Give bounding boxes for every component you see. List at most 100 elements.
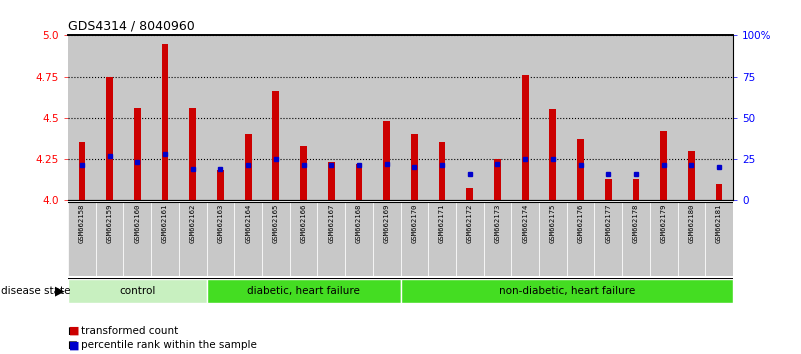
Bar [594, 35, 622, 200]
Text: GSM662161: GSM662161 [162, 204, 168, 244]
Bar [622, 35, 650, 200]
Bar [549, 109, 556, 200]
Bar [68, 279, 207, 303]
Text: GSM662174: GSM662174 [522, 204, 528, 244]
Bar [262, 35, 290, 200]
Text: ▶: ▶ [55, 285, 65, 298]
Bar [207, 202, 235, 276]
Bar [484, 202, 511, 276]
Bar [650, 202, 678, 276]
Bar [96, 202, 123, 276]
Bar [383, 121, 390, 200]
Text: GSM662171: GSM662171 [439, 204, 445, 244]
Bar [300, 146, 307, 200]
Bar [290, 35, 317, 200]
Bar [290, 202, 317, 276]
Bar [189, 108, 196, 200]
Text: non-diabetic, heart failure: non-diabetic, heart failure [498, 286, 635, 296]
Bar [622, 202, 650, 276]
Bar [151, 35, 179, 200]
Bar [439, 142, 445, 200]
Text: GSM662164: GSM662164 [245, 204, 252, 244]
Bar [633, 179, 639, 200]
Text: GDS4314 / 8040960: GDS4314 / 8040960 [68, 20, 195, 33]
Bar [511, 202, 539, 276]
Bar [134, 108, 141, 200]
Text: GSM662165: GSM662165 [273, 204, 279, 244]
Text: ■: ■ [69, 326, 79, 336]
Text: GSM662167: GSM662167 [328, 204, 334, 244]
Bar [511, 35, 539, 200]
Text: GSM662181: GSM662181 [716, 204, 722, 244]
Bar [456, 35, 484, 200]
Text: GSM662169: GSM662169 [384, 204, 389, 244]
Bar [107, 76, 113, 200]
Bar [345, 35, 372, 200]
Text: GSM662158: GSM662158 [79, 204, 85, 244]
Bar [411, 134, 418, 200]
Bar [678, 202, 705, 276]
Text: ■: ■ [69, 340, 79, 350]
Text: GSM662175: GSM662175 [549, 204, 556, 244]
Text: GSM662168: GSM662168 [356, 204, 362, 244]
Text: GSM662179: GSM662179 [661, 204, 666, 244]
Bar [123, 202, 151, 276]
Text: GSM662163: GSM662163 [217, 204, 223, 244]
Bar [162, 44, 168, 200]
Bar [456, 202, 484, 276]
Bar [217, 170, 223, 200]
Bar [594, 202, 622, 276]
Text: GSM662166: GSM662166 [300, 204, 307, 244]
Text: GSM662160: GSM662160 [135, 204, 140, 244]
Bar [567, 202, 594, 276]
Bar [272, 91, 280, 200]
Text: GSM662178: GSM662178 [633, 204, 639, 244]
Bar [539, 35, 567, 200]
Bar [235, 202, 262, 276]
Bar [429, 202, 456, 276]
Bar [356, 164, 362, 200]
Bar [539, 202, 567, 276]
Text: GSM662176: GSM662176 [578, 204, 584, 244]
Bar [660, 131, 667, 200]
Bar [705, 35, 733, 200]
Text: GSM662159: GSM662159 [107, 204, 113, 244]
Bar [68, 35, 96, 200]
Bar [521, 75, 529, 200]
Bar [207, 35, 235, 200]
Bar [68, 202, 96, 276]
Bar [245, 134, 252, 200]
Text: disease state: disease state [1, 286, 70, 296]
Bar [484, 35, 511, 200]
Bar [235, 35, 262, 200]
Bar [578, 139, 584, 200]
Text: GSM662170: GSM662170 [412, 204, 417, 244]
Text: GSM662172: GSM662172 [467, 204, 473, 244]
Text: GSM662180: GSM662180 [688, 204, 694, 244]
Bar [123, 35, 151, 200]
Bar [207, 279, 400, 303]
Bar [705, 202, 733, 276]
Bar [317, 202, 345, 276]
Bar [78, 142, 86, 200]
Bar [328, 162, 335, 200]
Bar [179, 202, 207, 276]
Bar [466, 188, 473, 200]
Bar [400, 279, 733, 303]
Bar [400, 35, 429, 200]
Bar [650, 35, 678, 200]
Bar [715, 184, 723, 200]
Bar [494, 159, 501, 200]
Bar [151, 202, 179, 276]
Text: GSM662177: GSM662177 [606, 204, 611, 244]
Bar [567, 35, 594, 200]
Text: diabetic, heart failure: diabetic, heart failure [247, 286, 360, 296]
Bar [429, 35, 456, 200]
Bar [605, 179, 612, 200]
Bar [400, 202, 429, 276]
Text: ■ transformed count: ■ transformed count [68, 326, 179, 336]
Bar [688, 151, 694, 200]
Bar [372, 202, 400, 276]
Text: ■ percentile rank within the sample: ■ percentile rank within the sample [68, 340, 257, 350]
Text: GSM662173: GSM662173 [494, 204, 501, 244]
